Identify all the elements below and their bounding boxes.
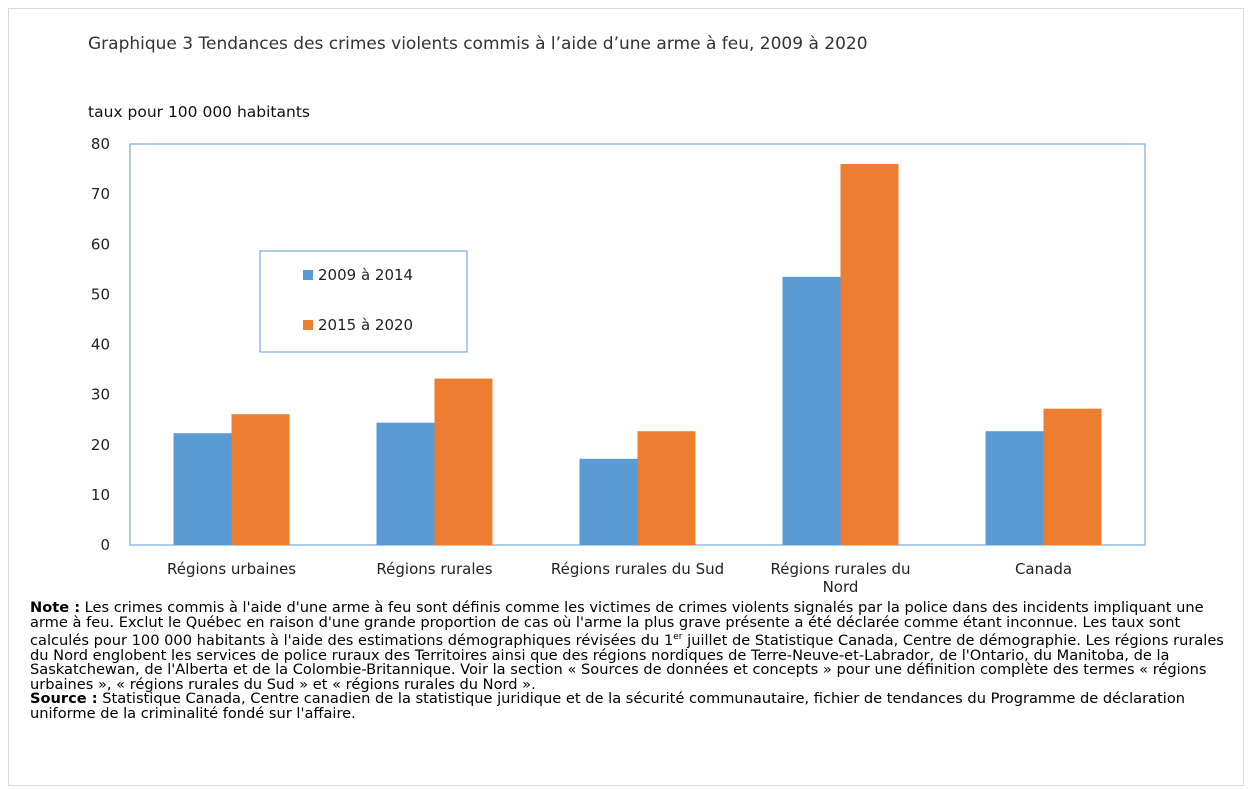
x-tick-label: Régions urbaines: [167, 560, 296, 578]
y-axis-label: taux pour 100 000 habitants: [88, 103, 310, 121]
bar-chart: 0 10 20 30 40 50 60 70 80 Régions urbaines Régions…: [91, 135, 1146, 596]
y-tick-label: 10: [91, 486, 110, 504]
bar-series1: [376, 422, 435, 545]
source-text: Statistique Canada, Centre canadien de l…: [30, 690, 1186, 723]
y-tick-label: 60: [91, 235, 110, 253]
bar-series2: [840, 164, 899, 546]
y-tick-label: 70: [91, 185, 110, 203]
figure-notes: Note : Les crimes commis à l'aide d'une …: [30, 599, 1242, 722]
y-tick-label: 80: [91, 135, 110, 153]
bar-series2: [434, 378, 493, 545]
bar-series1: [173, 433, 232, 545]
x-tick-label: Régions rurales: [376, 560, 492, 578]
x-tick-label: Régions rurales du: [771, 560, 911, 578]
note-text: Les crimes commis à l'aide d'une arme à …: [30, 599, 1204, 650]
legend-swatch: [303, 270, 313, 280]
y-tick-label: 20: [91, 436, 110, 454]
y-tick-label: 0: [100, 536, 110, 554]
note-label: Note :: [30, 599, 81, 616]
chart-title: Graphique 3 Tendances des crimes violent…: [88, 34, 868, 54]
note-paragraph: Note : Les crimes commis à l'aide d'une …: [30, 599, 1242, 693]
x-tick-label: Canada: [1015, 560, 1072, 578]
legend-swatch: [303, 320, 313, 330]
bar-series1: [985, 431, 1044, 545]
bar-series2: [637, 431, 696, 545]
source-label: Source :: [30, 690, 98, 708]
legend-label: 2009 à 2014: [318, 266, 413, 284]
y-tick-label: 50: [91, 285, 110, 303]
figure-frame: [8, 8, 1244, 786]
y-tick-label: 40: [91, 336, 110, 354]
note-ordinal-suffix: er: [673, 632, 683, 643]
y-tick-label: 30: [91, 386, 110, 404]
x-tick-label: Nord: [823, 578, 859, 596]
legend-label: 2015 à 2020: [318, 316, 413, 334]
source-paragraph: Source : Statistique Canada, Centre cana…: [30, 692, 1242, 721]
note-ordinal: 1: [663, 632, 674, 650]
bar-series2: [1043, 408, 1102, 545]
bar-series2: [231, 414, 290, 545]
note-text-continued: juillet de Statistique Canada, Centre de…: [30, 632, 1224, 693]
bar-series1: [782, 276, 841, 545]
bar-series1: [579, 458, 638, 545]
legend-box: [259, 250, 468, 353]
x-tick-label: Régions rurales du Sud: [551, 560, 724, 578]
